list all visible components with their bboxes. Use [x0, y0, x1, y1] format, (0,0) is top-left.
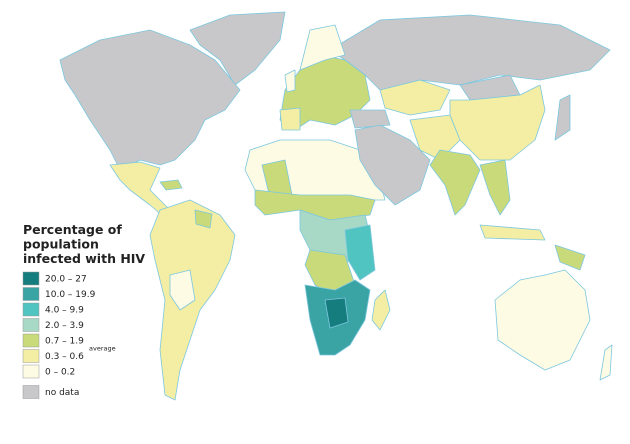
- legend-title: Percentage of: [23, 222, 122, 237]
- caribbean: [159, 179, 183, 191]
- legend-swatch: [22, 385, 40, 399]
- north-america: [59, 29, 241, 171]
- guyana: [194, 209, 213, 229]
- iberia: [279, 107, 301, 131]
- middle-east: [354, 124, 431, 206]
- iran: [409, 114, 461, 161]
- papua: [554, 244, 586, 271]
- kazakhstan: [379, 79, 451, 116]
- legend-swatch: [22, 349, 40, 363]
- turkey: [349, 109, 391, 129]
- japan: [554, 94, 571, 141]
- botswana: [324, 297, 349, 329]
- legend-title: infected with HIV: [23, 251, 145, 266]
- legend-label: 20.0 – 27: [45, 275, 87, 285]
- europe: [279, 54, 371, 131]
- average-note: average: [89, 345, 116, 353]
- legend-swatch: [22, 287, 40, 301]
- legend-title: population: [23, 237, 99, 252]
- legend-swatch: [22, 364, 40, 379]
- bolivia: [169, 269, 196, 311]
- east-africa: [344, 224, 376, 281]
- madagascar: [371, 289, 391, 331]
- legend-swatch: [22, 302, 40, 317]
- china: [449, 84, 546, 161]
- britain: [284, 69, 296, 93]
- world-map: [59, 11, 613, 401]
- legend-label: 10.0 – 19.9: [45, 290, 96, 300]
- legend-swatch: [22, 318, 40, 332]
- legend-label: 0.7 – 1.9: [45, 337, 84, 347]
- legend-swatch: [22, 333, 40, 348]
- india: [429, 149, 481, 216]
- scandinavia: [299, 24, 346, 71]
- australia: [494, 269, 591, 371]
- legend-label: 0.3 – 0.6: [45, 352, 84, 362]
- legend-label: no data: [45, 388, 79, 398]
- legend-label: 2.0 – 3.9: [45, 321, 84, 331]
- legend-swatch: [22, 271, 40, 286]
- indonesia: [479, 224, 546, 241]
- southeast-asia: [479, 159, 511, 216]
- russia: [329, 14, 611, 91]
- greenland: [189, 11, 286, 86]
- legend-label: 4.0 – 9.9: [45, 306, 84, 316]
- legend-label: 0 – 0.2: [45, 368, 75, 378]
- new-zealand: [599, 344, 613, 381]
